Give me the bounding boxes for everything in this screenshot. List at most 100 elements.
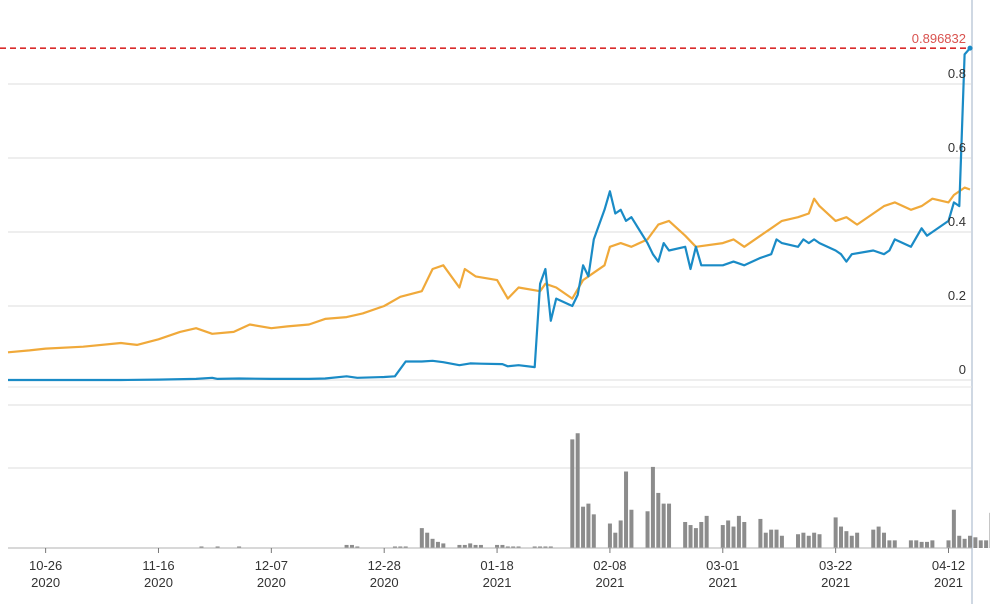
y-tick-label: 0.4 <box>948 214 966 229</box>
x-tick-year-label: 2020 <box>31 575 60 590</box>
volume-bar <box>650 466 655 548</box>
volume-bar <box>548 546 553 548</box>
volume-bar <box>973 537 978 548</box>
volume-bar <box>699 521 704 548</box>
volume-bar <box>430 538 435 548</box>
volume-bar <box>500 544 505 548</box>
x-tick-label: 12-28 <box>368 558 401 573</box>
volume-bar <box>344 544 349 548</box>
volume-bar <box>769 529 774 548</box>
volume-bar <box>855 532 860 548</box>
x-tick-label: 03-22 <box>819 558 852 573</box>
x-tick-year-label: 2020 <box>370 575 399 590</box>
x-tick-label: 02-08 <box>593 558 626 573</box>
volume-bar <box>978 540 983 548</box>
volume-bar <box>957 535 962 548</box>
volume-bar <box>457 544 462 548</box>
volume-bar <box>607 523 612 548</box>
volume-bar <box>693 528 698 548</box>
price-endpoint-marker <box>967 45 973 51</box>
volume-bar <box>817 534 822 548</box>
volume-bar <box>763 532 768 548</box>
volume-bar <box>688 525 693 548</box>
volume-bar <box>586 503 591 548</box>
volume-bar <box>478 544 483 548</box>
volume-bar <box>984 540 989 548</box>
volume-bar <box>720 525 725 548</box>
volume-bar <box>736 515 741 548</box>
reference-label: 0.896832 <box>912 31 966 46</box>
volume-bar <box>661 503 666 548</box>
volume-bar <box>908 540 913 548</box>
volume-bar <box>575 433 580 548</box>
volume-bar <box>656 492 661 548</box>
volume-bar <box>495 544 500 548</box>
x-tick-label: 11-16 <box>142 558 174 573</box>
volume-bar <box>844 531 849 548</box>
volume-bar <box>726 520 731 548</box>
volume-bar <box>468 543 473 548</box>
x-tick-year-label: 2020 <box>144 575 173 590</box>
volume-bar <box>968 535 972 548</box>
volume-bar <box>215 546 220 548</box>
volume-bar <box>349 544 354 548</box>
volume-bar <box>801 532 806 548</box>
x-tick-label: 04-12 <box>932 558 965 573</box>
volume-bar <box>199 546 204 548</box>
volume-bar <box>505 546 510 548</box>
volume-bar <box>398 546 403 548</box>
volume-bar <box>812 532 817 548</box>
y-tick-label: 0.2 <box>948 288 966 303</box>
volume-bar <box>806 535 811 548</box>
volume-bar <box>473 544 478 548</box>
volume-bar <box>570 439 575 548</box>
volume-bar <box>839 526 844 548</box>
volume-bar <box>419 528 424 548</box>
volume-bar <box>629 509 634 548</box>
volume-bar <box>796 534 801 548</box>
x-tick-year-label: 2021 <box>708 575 737 590</box>
volume-bar <box>849 535 854 548</box>
volume-bar <box>237 546 242 548</box>
y-tick-label: 0.8 <box>948 66 966 81</box>
x-tick-year-label: 2021 <box>595 575 624 590</box>
x-tick-year-label: 2021 <box>483 575 512 590</box>
volume-bar <box>914 540 919 548</box>
price-series-line <box>8 47 971 382</box>
volume-bar <box>742 521 747 548</box>
average-series-line <box>7 186 971 354</box>
volume-bar <box>919 541 924 548</box>
y-tick-label: 0 <box>959 362 966 377</box>
x-tick-year-label: 2021 <box>934 575 963 590</box>
y-tick-label: 0.6 <box>948 140 966 155</box>
volume-bar <box>683 521 688 548</box>
volume-bar <box>882 532 887 548</box>
volume-bar <box>581 506 586 548</box>
volume-bar <box>403 546 408 548</box>
volume-bar <box>704 515 709 548</box>
volume-bar <box>435 541 440 548</box>
volume-bar <box>876 526 881 548</box>
volume-bar <box>355 546 360 548</box>
volume-bar <box>779 535 784 548</box>
volume-bar <box>892 540 897 548</box>
volume-bar <box>425 532 430 548</box>
x-tick-year-label: 2020 <box>257 575 286 590</box>
volume-bar <box>774 529 779 548</box>
x-tick-label: 10-26 <box>29 558 62 573</box>
volume-bar <box>511 546 516 548</box>
volume-bar <box>951 509 956 548</box>
volume-bar <box>462 544 467 548</box>
volume-bar <box>624 471 629 548</box>
volume-bar <box>758 518 763 548</box>
volume-bar <box>871 529 876 548</box>
volume-bar <box>532 546 537 548</box>
x-tick-year-label: 2021 <box>821 575 850 590</box>
volume-bar <box>962 538 967 548</box>
volume-bar <box>543 546 548 548</box>
volume-bar <box>441 543 446 548</box>
volume-bar <box>667 503 672 548</box>
volume-bar <box>930 540 935 548</box>
